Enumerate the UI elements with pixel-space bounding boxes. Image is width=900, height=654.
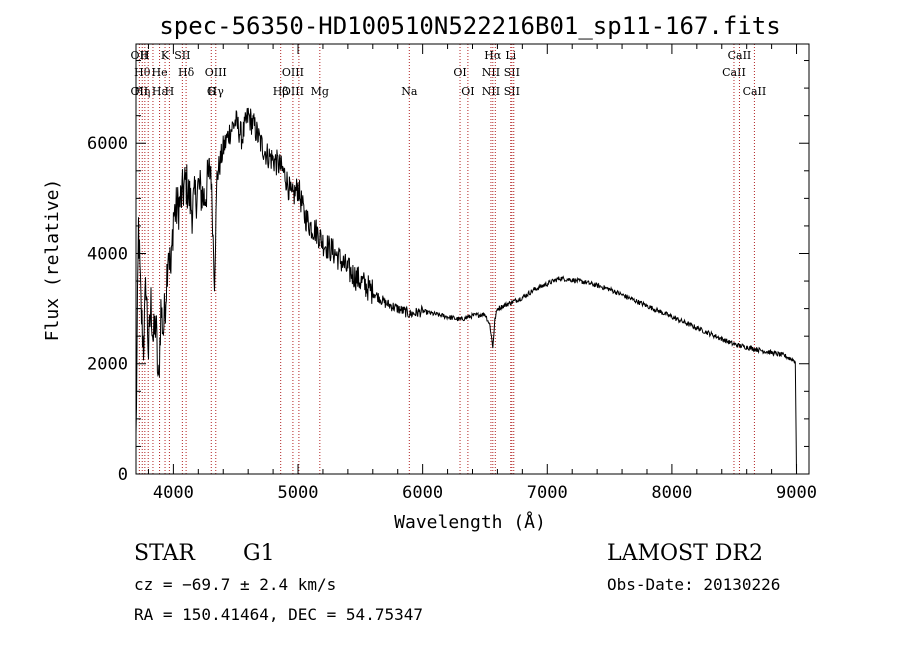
y-tick-label: 0	[118, 465, 128, 485]
line-marker-label: CaII	[728, 49, 752, 62]
line-marker-label: Na	[401, 85, 418, 98]
y-axis-label: Flux (relative)	[42, 179, 63, 342]
x-tick-label: 7000	[527, 483, 568, 503]
x-tick-label: 4000	[153, 483, 194, 503]
x-axis-label: Wavelength (Å)	[394, 511, 546, 533]
y-tick-label: 6000	[87, 134, 128, 154]
line-marker-label: OII	[131, 49, 149, 62]
line-marker-label: OIII	[282, 85, 304, 98]
line-marker-label: OIII	[282, 66, 304, 79]
line-marker-label: Li	[505, 49, 516, 62]
line-marker-label: OI	[453, 66, 466, 79]
x-tick-label: 8000	[651, 483, 692, 503]
y-tick-label: 2000	[87, 355, 128, 375]
object-subclass: G1	[243, 541, 275, 566]
line-marker-label: OI	[461, 85, 474, 98]
redshift-text: cz = −69.7 ± 2.4 km/s	[134, 575, 336, 594]
line-marker-label: K	[161, 49, 170, 62]
line-marker-label: H	[140, 49, 150, 62]
line-marker-label: SII	[174, 49, 190, 62]
line-marker-label: Mg	[311, 85, 329, 98]
axes: 4000 5000 6000 7000 8000 9000 0 2000 4000 6000	[87, 44, 817, 503]
line-marker-label: NII	[482, 85, 500, 98]
series-layer	[135, 107, 797, 475]
line-marker-label: CaII	[722, 66, 746, 79]
survey-name: LAMOST DR2	[607, 541, 763, 566]
coordinates: RA = 150.41464, DEC = 54.75347	[134, 605, 423, 624]
chart-title: spec-56350-HD100510N522216B01_sp11-167.f…	[159, 12, 780, 40]
line-marker-label: Hα	[484, 49, 502, 62]
line-marker-label: OIII	[205, 66, 227, 79]
line-marker-label: NII	[482, 66, 500, 79]
x-tick-label: 5000	[278, 483, 319, 503]
x-tick-label: 9000	[776, 483, 817, 503]
line-marker-label: OII	[131, 85, 149, 98]
x-tick-label: 6000	[402, 483, 443, 503]
line-marker-label: H	[165, 85, 175, 98]
obs-date: Obs-Date: 20130226	[607, 575, 780, 594]
line-marker-label: SII	[504, 66, 520, 79]
line-marker-label: Hθ	[134, 66, 151, 79]
line-marker-label: SII	[504, 85, 520, 98]
line-marker-label: He	[152, 66, 168, 79]
plot-frame	[135, 43, 810, 475]
object-class: STAR	[134, 541, 196, 566]
line-marker-label: Hε	[152, 85, 168, 98]
line-marker-label: Hγ	[208, 85, 225, 98]
line-marker-label: Hβ	[273, 85, 289, 98]
spectrum-line	[135, 107, 797, 475]
line-marker-label: G	[207, 85, 216, 98]
y-tick-label: 4000	[87, 244, 128, 264]
line-marker-label: CaII	[743, 85, 767, 98]
line-marker-label: Hδ	[178, 66, 195, 79]
